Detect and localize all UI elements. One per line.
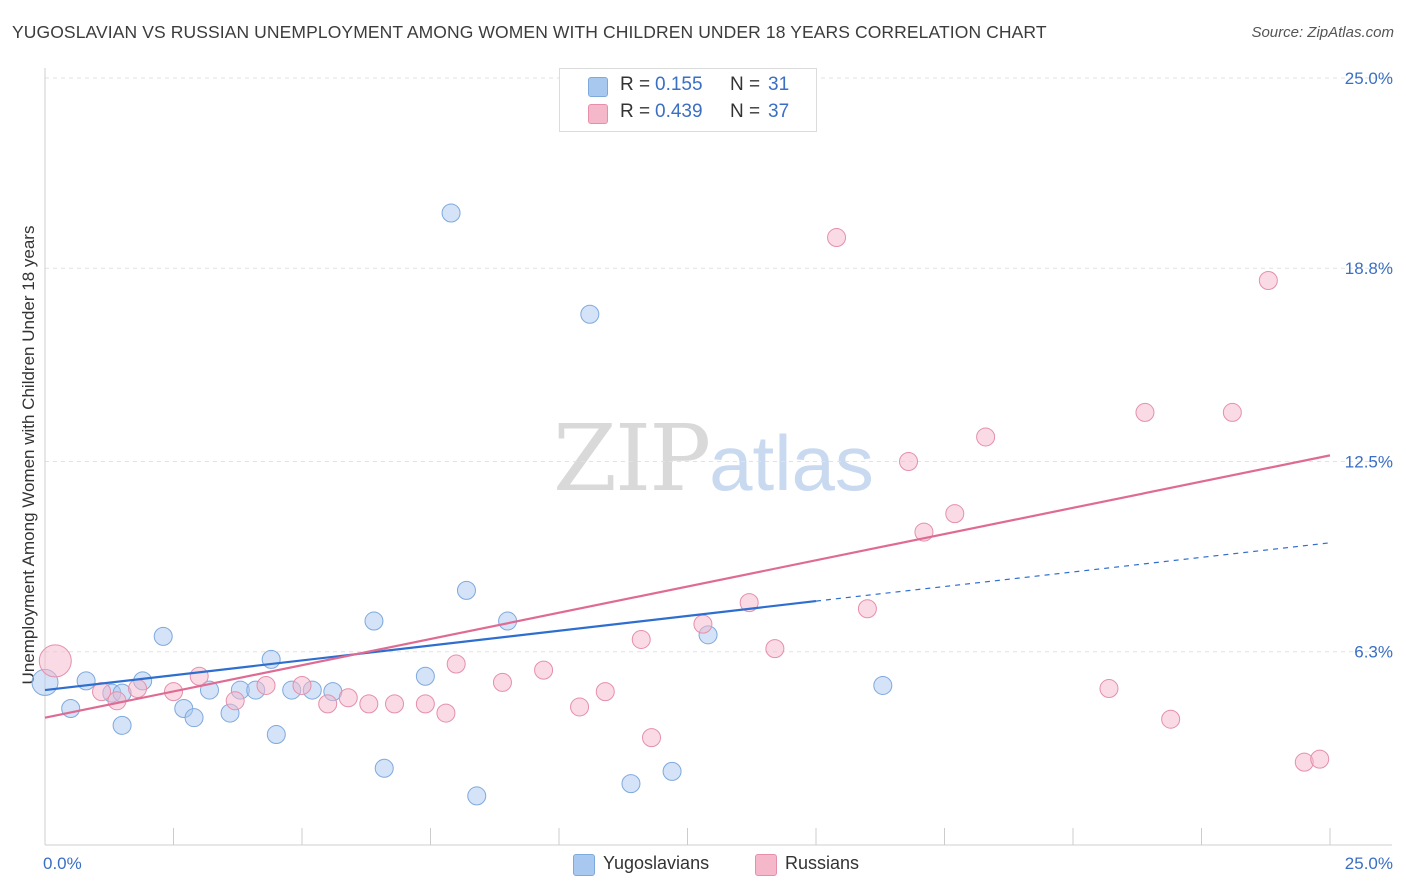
point-yugoslavians-15 bbox=[266, 725, 286, 745]
point-russians-8 bbox=[292, 675, 312, 695]
point-russians-11 bbox=[359, 694, 379, 714]
point-russians-6 bbox=[225, 691, 245, 711]
legend-row-yugoslavians: R = 0.155 N = 31 bbox=[560, 73, 816, 99]
legend-swatch-yugoslavians bbox=[573, 854, 595, 876]
point-russians-34 bbox=[1222, 402, 1242, 422]
point-russians-25 bbox=[827, 228, 847, 248]
point-russians-17 bbox=[534, 660, 554, 680]
r-value: 0.155 bbox=[655, 74, 703, 95]
legend-swatch-yugoslavians bbox=[588, 77, 608, 97]
n-label: N = bbox=[730, 74, 761, 95]
chart-title: YUGOSLAVIAN VS RUSSIAN UNEMPLOYMENT AMON… bbox=[12, 22, 1047, 42]
point-russians-26 bbox=[857, 599, 877, 619]
n-value: 37 bbox=[768, 101, 790, 122]
r-label: R = bbox=[620, 101, 651, 122]
legend-swatch-russians bbox=[755, 854, 777, 876]
point-russians-9 bbox=[318, 694, 338, 714]
trendline-extension-yugoslavians bbox=[815, 542, 1331, 602]
trendline-russians bbox=[44, 454, 1331, 719]
point-russians-15 bbox=[446, 654, 466, 674]
point-russians-20 bbox=[631, 629, 651, 649]
y-tick-label-1: 12.5% bbox=[1345, 453, 1393, 472]
x-tick-label-0: 0.0% bbox=[43, 854, 82, 873]
point-russians-13 bbox=[415, 694, 435, 714]
point-yugoslavians-20 bbox=[374, 758, 394, 778]
point-yugoslavians-27 bbox=[621, 774, 641, 794]
point-russians-32 bbox=[1135, 402, 1155, 422]
n-label: N = bbox=[730, 101, 761, 122]
point-russians-3 bbox=[128, 679, 148, 699]
x-tick-label-1: 25.0% bbox=[1345, 854, 1393, 873]
point-yugoslavians-22 bbox=[441, 203, 461, 223]
point-russians-16 bbox=[492, 672, 512, 692]
point-russians-5 bbox=[189, 666, 209, 686]
series-legend: Yugoslavians Russians bbox=[0, 852, 1406, 878]
point-russians-22 bbox=[693, 614, 713, 634]
point-yugoslavians-28 bbox=[662, 761, 682, 781]
trendline-yugoslavians bbox=[44, 600, 817, 692]
point-yugoslavians-23 bbox=[456, 580, 476, 600]
point-yugoslavians-7 bbox=[153, 626, 173, 646]
point-russians-30 bbox=[976, 427, 996, 447]
point-russians-36 bbox=[1294, 752, 1314, 772]
point-russians-7 bbox=[256, 675, 276, 695]
legend-swatch-russians bbox=[588, 104, 608, 124]
r-label: R = bbox=[620, 74, 651, 95]
point-russians-0 bbox=[38, 644, 72, 678]
point-yugoslavians-5 bbox=[112, 715, 132, 735]
point-yugoslavians-2 bbox=[76, 671, 96, 691]
point-yugoslavians-19 bbox=[364, 611, 384, 631]
point-yugoslavians-9 bbox=[184, 708, 204, 728]
point-yugoslavians-26 bbox=[580, 304, 600, 324]
point-russians-19 bbox=[595, 682, 615, 702]
point-russians-23 bbox=[739, 593, 759, 613]
point-russians-33 bbox=[1161, 709, 1181, 729]
point-yugoslavians-30 bbox=[873, 675, 893, 695]
point-yugoslavians-24 bbox=[467, 786, 487, 806]
point-yugoslavians-21 bbox=[415, 666, 435, 686]
point-russians-12 bbox=[385, 694, 405, 714]
point-russians-37 bbox=[1310, 749, 1330, 769]
y-tick-label-2: 18.8% bbox=[1345, 259, 1393, 278]
point-russians-35 bbox=[1258, 270, 1278, 290]
r-value: 0.439 bbox=[655, 101, 703, 122]
y-tick-label-3: 25.0% bbox=[1345, 69, 1393, 88]
point-russians-18 bbox=[570, 697, 590, 717]
point-russians-10 bbox=[338, 688, 358, 708]
legend-label-russians: Russians bbox=[785, 853, 860, 873]
point-russians-27 bbox=[899, 452, 919, 471]
point-russians-31 bbox=[1099, 679, 1119, 699]
y-tick-label-0: 6.3% bbox=[1354, 643, 1393, 662]
source-label: Source: ZipAtlas.com bbox=[1251, 24, 1394, 41]
point-russians-29 bbox=[945, 504, 965, 524]
point-russians-21 bbox=[642, 728, 662, 748]
correlation-legend: R = 0.155 N = 31 R = 0.439 N = 37 bbox=[559, 68, 817, 132]
point-russians-24 bbox=[765, 639, 785, 659]
legend-row-russians: R = 0.439 N = 37 bbox=[560, 100, 816, 126]
point-russians-14 bbox=[436, 703, 456, 723]
legend-label-yugoslavians: Yugoslavians bbox=[603, 853, 710, 873]
n-value: 31 bbox=[768, 74, 790, 95]
